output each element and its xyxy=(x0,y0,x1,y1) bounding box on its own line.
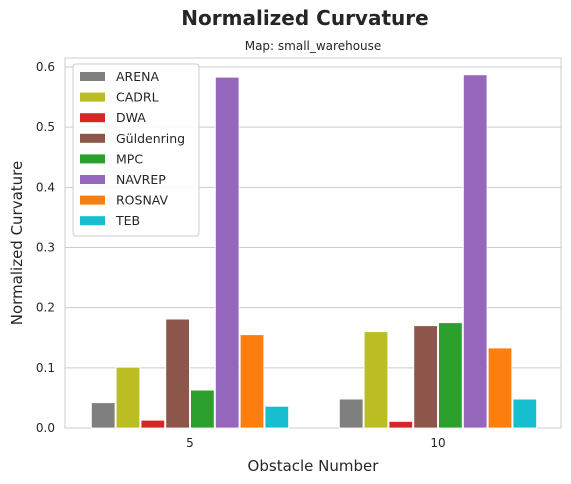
bar-dwa-5 xyxy=(140,419,166,429)
bar-navrep-5 xyxy=(214,76,240,429)
legend-swatch xyxy=(80,133,105,143)
x-axis-label: Obstacle Number xyxy=(248,457,380,475)
legend-label: Güldenring xyxy=(116,131,185,146)
y-tick-label: 0.2 xyxy=(36,301,55,315)
bar-g-ldenring-10 xyxy=(413,325,438,429)
legend-swatch xyxy=(80,216,105,226)
chart-subtitle: Map: small_warehouse xyxy=(245,39,382,53)
legend-swatch xyxy=(80,175,105,184)
y-tick-labels: 0.0 0.1 0.2 0.3 0.4 0.5 0.6 xyxy=(36,60,55,435)
bar-teb-10 xyxy=(512,398,538,429)
bar-mpc-5 xyxy=(190,389,215,429)
y-axis-label: Normalized Curvature xyxy=(8,161,26,326)
bar-cadrl-5 xyxy=(115,366,141,429)
legend-box xyxy=(72,63,200,237)
legend-label: ARENA xyxy=(116,69,159,84)
bars xyxy=(91,74,538,429)
legend-label: ROSNAV xyxy=(116,193,169,208)
x-tick-label: 10 xyxy=(430,436,445,450)
legend-label: TEB xyxy=(115,213,140,228)
y-tick-label: 0.3 xyxy=(36,241,55,255)
bar-g-ldenring-5 xyxy=(165,318,190,429)
bar-navrep-10 xyxy=(462,74,488,429)
bar-rosnav-10 xyxy=(487,347,513,429)
y-tick-label: 0.6 xyxy=(36,60,55,74)
legend-label: NAVREP xyxy=(116,172,166,187)
bar-mpc-10 xyxy=(438,322,463,429)
legend: ARENA CADRL DWA Güldenring MPC NAVREP ROSNAV TE… xyxy=(72,63,200,237)
x-tick-label: 5 xyxy=(186,436,194,450)
legend-swatch xyxy=(80,195,105,205)
legend-swatch xyxy=(80,113,105,123)
bar-teb-5 xyxy=(264,405,290,429)
bar-cadrl-10 xyxy=(363,331,389,429)
bar-dwa-10 xyxy=(388,420,414,429)
x-tick-labels: 5 10 xyxy=(186,436,445,450)
legend-swatch xyxy=(80,154,105,164)
legend-label: MPC xyxy=(116,151,143,166)
bar-rosnav-5 xyxy=(239,334,265,429)
legend-label: DWA xyxy=(116,110,146,125)
y-tick-label: 0.4 xyxy=(36,180,55,194)
bar-arena-5 xyxy=(91,402,116,429)
y-tick-label: 0.1 xyxy=(36,361,55,375)
bar-arena-10 xyxy=(338,398,364,429)
legend-label: CADRL xyxy=(116,90,159,105)
chart-title: Normalized Curvature xyxy=(181,6,428,30)
y-tick-label: 0.0 xyxy=(36,421,55,435)
legend-swatch xyxy=(80,72,105,81)
y-tick-label: 0.5 xyxy=(36,120,55,134)
legend-swatch xyxy=(80,92,105,102)
